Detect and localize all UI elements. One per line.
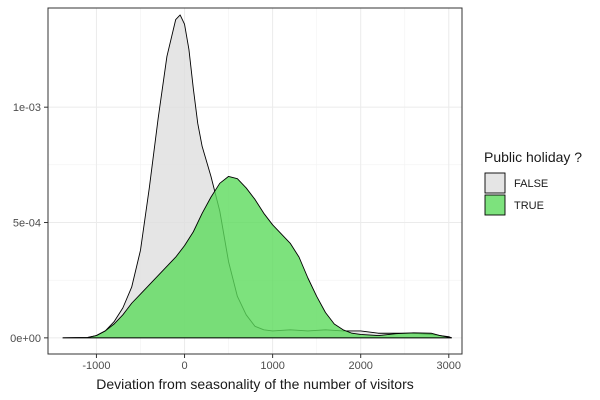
x-tick-label: 3000 — [437, 360, 461, 372]
y-tick-label: 0e+00 — [10, 333, 41, 345]
x-tick-label: 2000 — [348, 360, 372, 372]
x-tick-label: -1000 — [82, 360, 110, 372]
legend-label-true: TRUE — [514, 200, 544, 212]
legend-title: Public holiday ? — [484, 149, 582, 165]
legend-swatch-false — [484, 172, 506, 194]
density-area-true — [62, 175, 452, 339]
legend-label-false: FALSE — [514, 178, 548, 190]
y-tick-label: 1e-03 — [13, 102, 41, 114]
legend: Public holiday ? FALSE TRUE — [484, 149, 582, 216]
x-axis: -1000 0 1000 2000 3000 — [82, 354, 461, 372]
legend-swatch-true — [484, 194, 506, 216]
y-tick-label: 5e-04 — [13, 218, 41, 230]
plot-border — [47, 7, 463, 355]
density-areas — [62, 14, 452, 339]
x-axis-title: Deviation from seasonality of the number… — [96, 376, 413, 392]
y-axis: 0e+00 5e-04 1e-03 — [10, 102, 48, 345]
x-tick-label: 0 — [181, 360, 187, 372]
x-tick-label: 1000 — [260, 360, 284, 372]
